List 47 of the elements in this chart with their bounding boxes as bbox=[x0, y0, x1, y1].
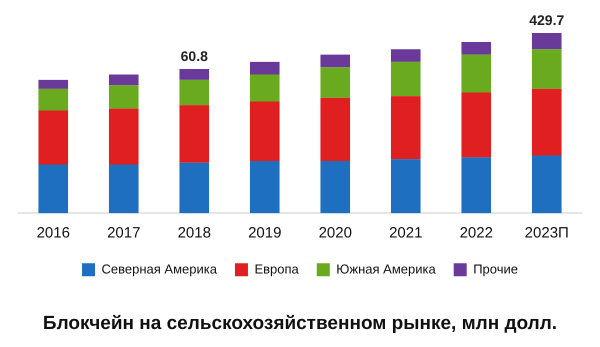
bar bbox=[461, 92, 492, 158]
bar bbox=[461, 42, 492, 55]
bar bbox=[38, 110, 68, 165]
bar bbox=[390, 159, 421, 214]
x-tick-label: 2017 bbox=[107, 224, 140, 242]
bar bbox=[179, 162, 210, 214]
bar bbox=[108, 108, 139, 165]
bar bbox=[38, 88, 68, 110]
legend-label: Южная Америка bbox=[336, 261, 436, 276]
legend-label: Северная Америка bbox=[102, 261, 218, 276]
bar bbox=[108, 164, 139, 214]
bar bbox=[108, 85, 139, 109]
legend-label: Прочие bbox=[473, 261, 518, 276]
x-tick-label: 2022 bbox=[460, 224, 493, 242]
bar bbox=[250, 62, 280, 74]
bar bbox=[179, 105, 210, 163]
x-tick-label: 2018 bbox=[178, 224, 211, 242]
x-tick-label: 2020 bbox=[318, 224, 352, 242]
x-tick-label: 2023П bbox=[524, 224, 569, 242]
bar bbox=[390, 96, 421, 160]
bar bbox=[320, 67, 350, 98]
bar bbox=[532, 33, 562, 50]
bar bbox=[532, 49, 562, 89]
bar bbox=[532, 88, 562, 156]
x-tick-label: 2016 bbox=[36, 224, 70, 242]
bar bbox=[250, 101, 280, 161]
bar bbox=[320, 54, 350, 68]
bar bbox=[532, 156, 562, 214]
bar bbox=[390, 49, 421, 62]
bar bbox=[250, 160, 280, 214]
x-tick-label: 2021 bbox=[389, 224, 422, 242]
annotation: 60.8 bbox=[180, 48, 208, 64]
bar bbox=[461, 157, 492, 214]
bar bbox=[38, 80, 68, 89]
bar bbox=[250, 74, 280, 102]
bar bbox=[108, 74, 139, 86]
x-tick-label: 2019 bbox=[248, 224, 282, 242]
bar bbox=[179, 80, 210, 106]
annotation: 429.7 bbox=[529, 12, 564, 28]
legend-label: Европа bbox=[254, 261, 300, 276]
bar bbox=[320, 98, 350, 161]
bar bbox=[390, 62, 421, 96]
text: Блокчейн на сельскохозяйственном рынке, млн долл. bbox=[42, 312, 558, 334]
bar bbox=[38, 164, 68, 214]
bar bbox=[179, 69, 210, 80]
bar bbox=[320, 160, 350, 214]
bar bbox=[461, 54, 492, 92]
